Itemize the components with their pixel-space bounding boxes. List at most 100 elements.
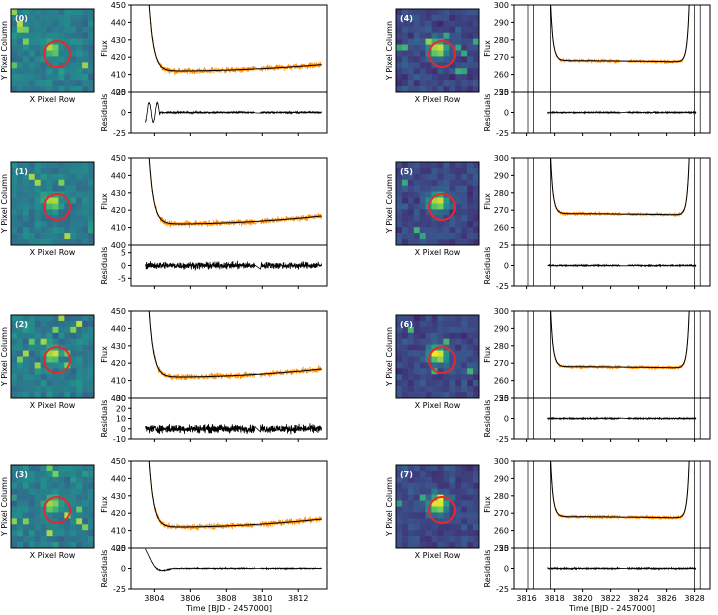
pixel-cell bbox=[52, 374, 59, 381]
pixel-cell bbox=[64, 26, 71, 34]
pixel-cell bbox=[82, 512, 89, 519]
pixel-cell bbox=[413, 524, 421, 531]
pixel-cell bbox=[407, 320, 415, 328]
pixel-cell bbox=[22, 332, 30, 340]
pixel-cell bbox=[413, 203, 421, 210]
aperture-circle bbox=[43, 40, 71, 68]
pixel-cell bbox=[11, 512, 18, 519]
pixel-cell bbox=[11, 518, 18, 525]
pixel-cell bbox=[52, 332, 59, 340]
pixel-cell bbox=[455, 68, 462, 75]
pixel-cell bbox=[52, 338, 59, 345]
flux-ytick-label: 400 bbox=[111, 241, 126, 250]
pixel-cell bbox=[40, 80, 47, 87]
pixel-cell bbox=[455, 197, 462, 204]
pixel-cell bbox=[40, 476, 47, 484]
pixel-cell bbox=[82, 191, 89, 198]
pixel-cell bbox=[82, 344, 89, 351]
pixel-cell bbox=[46, 374, 53, 381]
pixel-cell bbox=[431, 524, 438, 531]
pixel-cell bbox=[413, 62, 421, 69]
pixel-cell bbox=[401, 203, 409, 210]
pixel-cell bbox=[425, 239, 432, 246]
pixel-cell bbox=[425, 465, 432, 472]
pixel-cell bbox=[396, 86, 403, 93]
pixel-cell bbox=[431, 482, 438, 490]
pixel-cell bbox=[88, 14, 95, 22]
pixel-cell bbox=[431, 332, 438, 340]
pixel-cell bbox=[431, 506, 438, 513]
panel-label: (3) bbox=[15, 470, 28, 479]
pixel-cell bbox=[419, 524, 426, 531]
pixel-cell bbox=[407, 332, 415, 340]
pixel-cell bbox=[76, 50, 83, 57]
flux-axes-frame bbox=[130, 157, 328, 246]
flux-ytick-label: 450 bbox=[111, 1, 126, 10]
pixel-cell bbox=[52, 20, 59, 28]
pixel-cell bbox=[401, 38, 409, 45]
pixel-cell bbox=[40, 9, 47, 16]
pixel-cell bbox=[443, 32, 450, 39]
pixel-cell bbox=[413, 74, 421, 81]
pixel-cell bbox=[461, 26, 468, 34]
pixel-cell bbox=[70, 350, 77, 357]
pixel-cell bbox=[407, 197, 415, 204]
pixel-cell bbox=[28, 26, 36, 34]
pixel-cell bbox=[70, 315, 77, 322]
residuals-ytick-label: 25 bbox=[499, 241, 509, 250]
pixel-cell bbox=[449, 38, 456, 45]
pixel-cell bbox=[401, 374, 409, 381]
pixel-cell bbox=[28, 239, 36, 246]
pixel-cell bbox=[40, 68, 47, 75]
flux-ytick-label: 260 bbox=[494, 527, 509, 536]
aperture-circle bbox=[428, 496, 456, 524]
pixel-cell bbox=[52, 350, 59, 357]
pixel-cell bbox=[431, 374, 438, 381]
pixel-cell bbox=[64, 326, 71, 334]
pixel-cell bbox=[461, 524, 468, 531]
pixel-cell bbox=[467, 315, 474, 322]
pixel-cell bbox=[407, 380, 415, 387]
pixel-cell bbox=[70, 530, 77, 537]
pixel-cell bbox=[437, 44, 444, 51]
pixel-cell bbox=[449, 162, 456, 169]
pixel-cell bbox=[16, 368, 24, 375]
pixel-cell bbox=[473, 233, 480, 240]
pixel-cell bbox=[396, 465, 403, 472]
pixel-cell bbox=[70, 44, 77, 51]
pixel-cell bbox=[407, 506, 415, 513]
pixel-cell bbox=[64, 506, 71, 513]
pixel-y-axis-label: Y Pixel Column bbox=[385, 327, 394, 387]
flux-data-series bbox=[148, 158, 322, 228]
pixel-cell bbox=[46, 209, 53, 216]
pixel-cell bbox=[443, 227, 450, 234]
flux-ytick-label: 450 bbox=[111, 457, 126, 466]
pixel-cell bbox=[11, 465, 18, 472]
pixel-cell bbox=[473, 227, 480, 234]
pixel-cell bbox=[461, 315, 468, 322]
pixel-cell bbox=[58, 350, 65, 357]
pixel-cell bbox=[11, 185, 18, 192]
pixel-cell bbox=[34, 518, 41, 525]
pixel-cell bbox=[455, 500, 462, 507]
pixel-cell bbox=[401, 350, 409, 357]
pixel-cell bbox=[467, 80, 474, 87]
pixel-cell bbox=[52, 173, 59, 181]
pixel-cell bbox=[16, 374, 24, 381]
pixel-cell bbox=[40, 179, 47, 187]
pixel-cell bbox=[443, 221, 450, 228]
pixel-cell bbox=[413, 338, 421, 345]
pixel-cell bbox=[16, 386, 24, 393]
pixel-cell bbox=[64, 9, 71, 16]
pixel-cell bbox=[455, 392, 462, 399]
pixel-cell bbox=[431, 80, 438, 87]
pixel-cell bbox=[11, 179, 18, 187]
residuals-axis-label: Residuals bbox=[100, 550, 109, 588]
pixel-cell bbox=[52, 62, 59, 69]
pixel-cell bbox=[28, 476, 36, 484]
pixel-cell bbox=[396, 44, 403, 51]
aperture-circle bbox=[428, 40, 456, 68]
pixel-cell bbox=[64, 344, 71, 351]
pixel-cell bbox=[76, 26, 83, 34]
